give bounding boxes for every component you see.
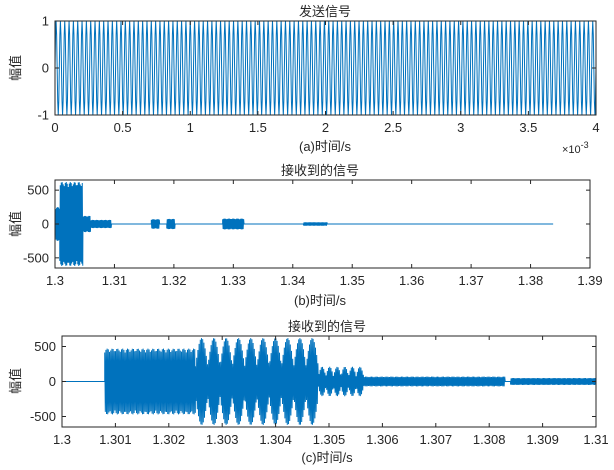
chart-c-x-label: (c)时间/s <box>301 450 353 465</box>
chart-panel-c: 接收到的信号 1.3 1.301 1.302 1.303 1.304 1.305 1.306… <box>8 319 609 465</box>
chart-c-x-tick-label: 1.31 <box>583 432 608 447</box>
chart-c-x-tick-label: 1.303 <box>206 432 239 447</box>
chart-b-x-tick-label: 1.34 <box>280 273 305 288</box>
chart-c-x-tick-label: 1.302 <box>153 432 186 447</box>
chart-c-x-tick-label: 1.301 <box>99 432 132 447</box>
chart-panel-b: 接收到的信号 1.3 1.31 1.32 1.33 1.34 1.35 1.36 1.37 1.… <box>8 163 603 308</box>
chart-b-y-ticks: -500 0 500 <box>23 183 590 265</box>
series-received-signal-zoom <box>62 338 597 425</box>
chart-c-y-tick-label: -500 <box>30 409 56 424</box>
chart-b-y-tick-label: 500 <box>27 183 49 198</box>
chart-c-x-ticks: 1.3 1.301 1.302 1.303 1.304 1.305 1.306 1.307 1.… <box>53 336 609 447</box>
chart-b-x-tick-label: 1.37 <box>458 273 483 288</box>
chart-a-y-ticks: -1 0 1 <box>37 14 596 123</box>
chart-c-y-tick-label: 0 <box>49 374 56 389</box>
chart-b-x-tick-label: 1.33 <box>221 273 246 288</box>
chart-a-title: 发送信号 <box>299 4 351 19</box>
chart-b-x-tick-label: 1.36 <box>399 273 424 288</box>
chart-b-x-tick-label: 1.31 <box>102 273 127 288</box>
chart-b-x-tick-label: 1.38 <box>518 273 543 288</box>
chart-a-x-tick-label: 1 <box>187 120 194 135</box>
chart-a-x-ticks: 0 0.5 1 1.5 2 2.5 3 3.5 4 <box>51 21 600 135</box>
chart-c-y-ticks: -500 0 500 <box>30 339 596 424</box>
chart-a-x-tick-label: 4 <box>592 120 599 135</box>
chart-c-x-tick-label: 1.304 <box>259 432 292 447</box>
chart-c-plot-area <box>61 335 597 428</box>
chart-c-x-tick-label: 1.305 <box>313 432 346 447</box>
chart-b-x-tick-label: 1.35 <box>340 273 365 288</box>
chart-b-y-label: 幅值 <box>8 211 23 237</box>
chart-a-x-tick-label: 1.5 <box>249 120 267 135</box>
chart-c-x-tick-label: 1.307 <box>420 432 453 447</box>
chart-a-x-tick-label: 0 <box>51 120 58 135</box>
chart-a-x-tick-label: 0.5 <box>114 120 132 135</box>
chart-b-x-label: (b)时间/s <box>294 293 347 308</box>
chart-c-y-label: 幅值 <box>8 368 23 394</box>
chart-b-x-tick-label: 1.32 <box>161 273 186 288</box>
chart-panel-a: 发送信号 0 0.5 1 1.5 2 2.5 3 3.5 4 -101 (a)时间/s 幅值 ×… <box>8 4 600 156</box>
chart-a-y-tick-label: -1 <box>37 108 49 123</box>
chart-b-title: 接收到的信号 <box>281 163 359 178</box>
chart-a-x-tick-label: 3 <box>457 120 464 135</box>
chart-a-x-exponent: ×10-3 <box>562 140 589 156</box>
chart-a-x-label: (a)时间/s <box>299 139 352 154</box>
chart-a-x-tick-label: 3.5 <box>519 120 537 135</box>
chart-c-x-tick-label: 1.309 <box>526 432 559 447</box>
chart-c-title: 接收到的信号 <box>288 319 366 334</box>
chart-a-y-tick-label: 0 <box>42 61 49 76</box>
series-sent-signal <box>54 20 597 116</box>
chart-b-x-tick-label: 1.3 <box>46 273 64 288</box>
chart-a-x-exponent-base: ×10 <box>562 144 581 156</box>
chart-b-y-tick-label: -500 <box>23 250 49 265</box>
chart-a-y-label: 幅值 <box>8 55 23 81</box>
chart-c-y-tick-label: 500 <box>34 339 56 354</box>
chart-a-y-tick-label: 1 <box>42 14 49 29</box>
chart-b-x-ticks: 1.3 1.31 1.32 1.33 1.34 1.35 1.36 1.37 1.38 1.39 <box>46 180 603 288</box>
chart-a-plot-area <box>54 20 597 116</box>
chart-b-y-tick-label: 0 <box>42 217 49 232</box>
series-received-signal <box>55 182 554 266</box>
chart-b-plot-area <box>54 179 591 269</box>
chart-a-x-tick-label: 2 <box>322 120 329 135</box>
chart-c-x-tick-label: 1.3 <box>53 432 71 447</box>
chart-b-x-tick-label: 1.39 <box>577 273 602 288</box>
chart-c-x-tick-label: 1.308 <box>473 432 506 447</box>
chart-a-x-tick-label: 2.5 <box>384 120 402 135</box>
chart-c-x-tick-label: 1.306 <box>366 432 399 447</box>
chart-a-x-exponent-power: -3 <box>581 140 589 150</box>
